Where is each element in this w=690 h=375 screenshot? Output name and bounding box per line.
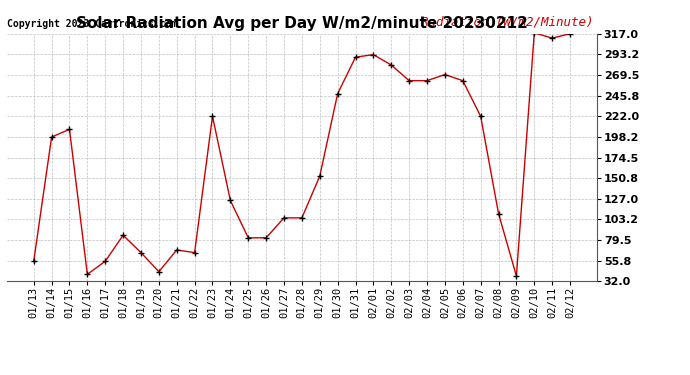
Title: Solar Radiation Avg per Day W/m2/minute 20230212: Solar Radiation Avg per Day W/m2/minute … xyxy=(76,16,528,31)
Text: Radiation (W/m2/Minute): Radiation (W/m2/Minute) xyxy=(422,16,594,29)
Text: Copyright 2023 Cartronics.com: Copyright 2023 Cartronics.com xyxy=(7,19,177,29)
